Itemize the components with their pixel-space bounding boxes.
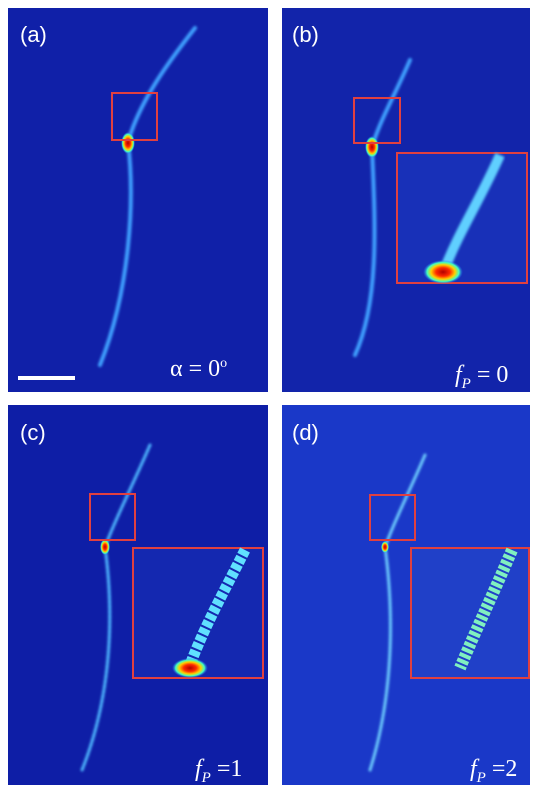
panel-caption: α = 0o [170,356,227,383]
hotspot-c [100,539,110,555]
panel-caption: fP =1 [195,756,242,787]
hotspot-b [365,136,379,158]
panel-caption: fP =2 [470,756,517,787]
caption-main: α = 0 [170,356,220,382]
hotspot-d [381,541,389,553]
caption-sub: P [202,770,211,786]
panel-label: (b) [292,22,319,48]
caption-symbol: f [455,362,462,388]
caption-rest: =2 [486,756,518,782]
panel-label: (d) [292,420,319,446]
inset-b [397,153,527,284]
caption-sub: P [477,770,486,786]
inset-frame [133,548,263,678]
inset-hotspot [423,260,463,284]
figure: (a) (b) (c) (d) α = 0o fP = 0 fP =1 fP =… [0,0,538,792]
inset-c [133,548,263,678]
panel-label: (a) [20,22,47,48]
caption-rest: = 0 [471,362,509,388]
panel-a-bg [8,8,268,392]
caption-rest: =1 [211,756,243,782]
caption-symbol: f [470,756,477,782]
panel-label: (c) [20,420,46,446]
caption-sub: P [462,376,471,392]
panels-art [0,0,538,792]
caption-sup: o [220,356,227,371]
caption-symbol: f [195,756,202,782]
inset-frame [397,153,527,283]
inset-hotspot [172,658,208,678]
inset-d [411,548,529,678]
panel-caption: fP = 0 [455,362,508,393]
hotspot-a [121,132,135,154]
